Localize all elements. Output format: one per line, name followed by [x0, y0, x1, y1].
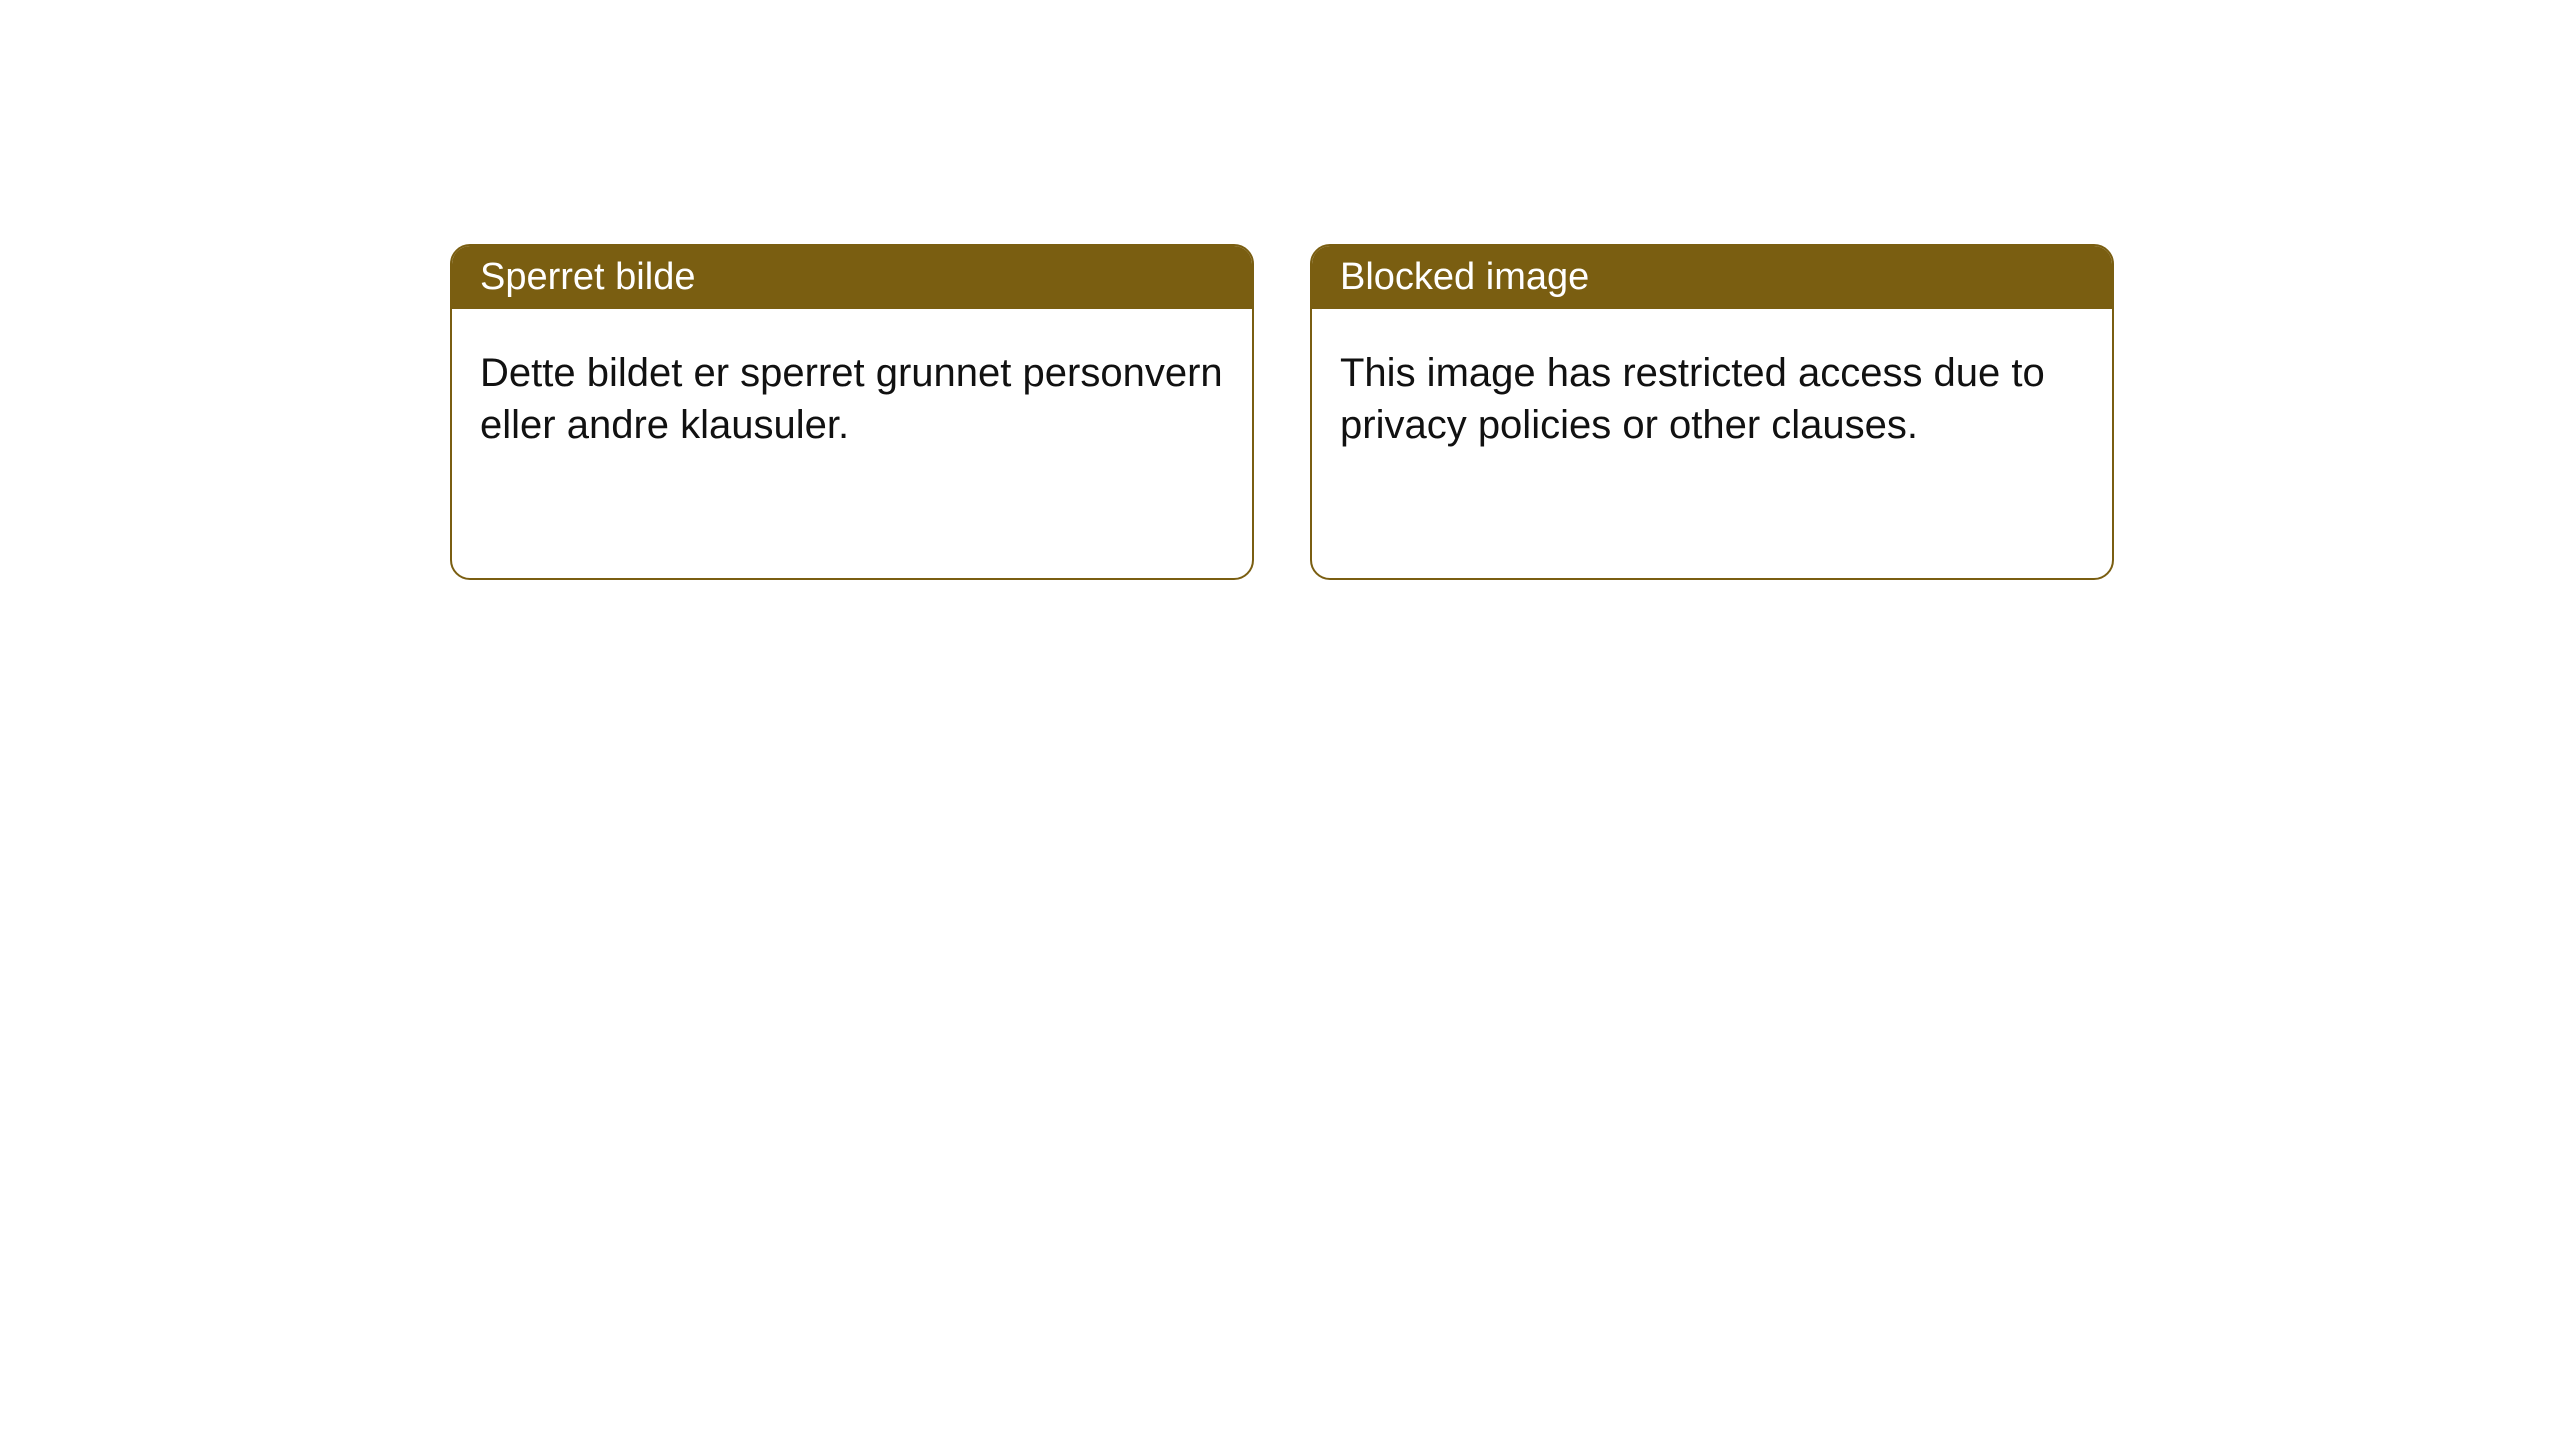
- card-body: Dette bildet er sperret grunnet personve…: [452, 309, 1252, 489]
- card-header: Sperret bilde: [452, 246, 1252, 309]
- card-body-text: This image has restricted access due to …: [1340, 351, 2045, 447]
- notice-container: Sperret bilde Dette bildet er sperret gr…: [0, 0, 2560, 580]
- card-title: Blocked image: [1340, 256, 1589, 298]
- notice-card-english: Blocked image This image has restricted …: [1310, 244, 2114, 580]
- card-body: This image has restricted access due to …: [1312, 309, 2112, 489]
- card-body-text: Dette bildet er sperret grunnet personve…: [480, 351, 1223, 447]
- card-header: Blocked image: [1312, 246, 2112, 309]
- notice-card-norwegian: Sperret bilde Dette bildet er sperret gr…: [450, 244, 1254, 580]
- card-title: Sperret bilde: [480, 256, 695, 298]
